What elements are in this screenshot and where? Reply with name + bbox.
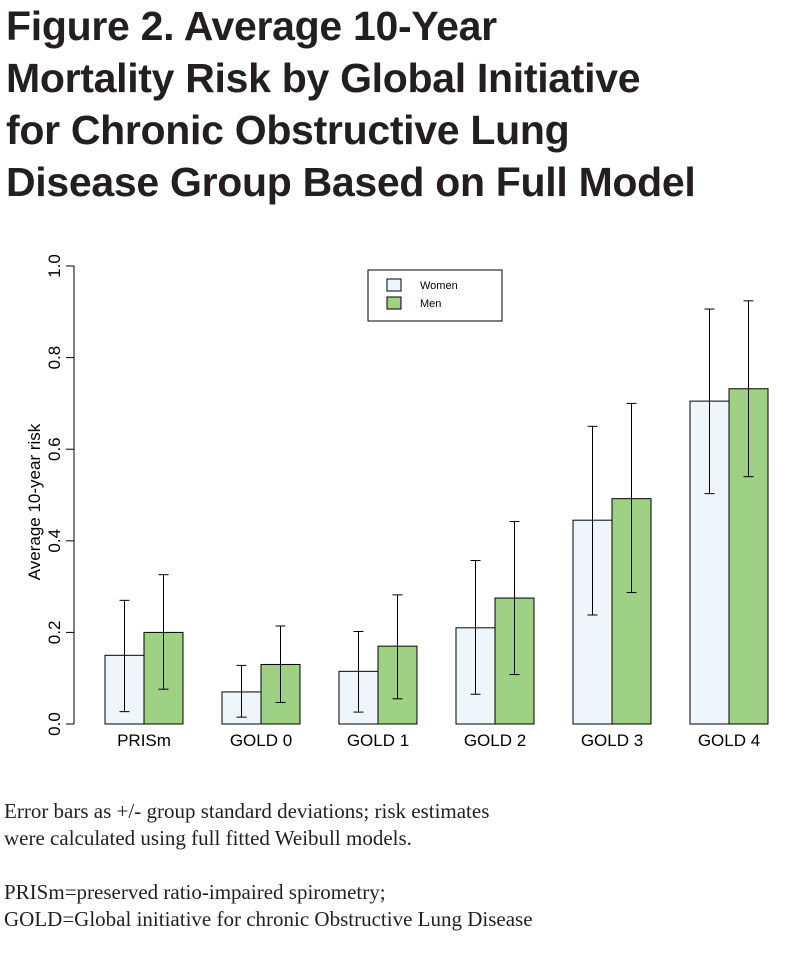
- x-tick-label: PRISm: [117, 731, 171, 750]
- legend-swatch-women: [386, 278, 402, 292]
- y-tick-label: 0.2: [45, 621, 64, 645]
- title-line: Disease Group Based on Full Model: [6, 159, 696, 205]
- title-line: Figure 2. Average 10-Year: [6, 3, 497, 49]
- note-line: GOLD=Global initiative for chronic Obstr…: [4, 907, 533, 931]
- note-line: Error bars as +/- group standard deviati…: [4, 799, 490, 823]
- legend-swatch-men: [386, 296, 402, 310]
- legend-label-men: Men: [420, 298, 441, 310]
- note-line: PRISm=preserved ratio-impaired spirometr…: [4, 880, 386, 904]
- note-error-bars: Error bars as +/- group standard deviati…: [4, 798, 794, 852]
- legend-box: [367, 269, 503, 322]
- plot-area: [104, 300, 769, 725]
- x-tick-label: GOLD 1: [347, 731, 409, 750]
- legend-label-women: Women: [420, 280, 458, 292]
- note-line: were calculated using full fitted Weibul…: [4, 826, 412, 850]
- title-line: Mortality Risk by Global Initiative: [6, 55, 641, 101]
- y-axis-label: Average 10-year risk: [25, 423, 44, 580]
- figure-notes: Error bars as +/- group standard deviati…: [4, 798, 794, 960]
- y-tick-label: 0.4: [45, 529, 64, 553]
- title-line: for Chronic Obstructive Lung: [6, 107, 570, 153]
- y-tick-label: 0.8: [45, 346, 64, 370]
- x-axis-labels: PRISm GOLD 0 GOLD 1 GOLD 2 GOLD 3 GOLD 4: [117, 731, 760, 750]
- x-tick-label: GOLD 0: [230, 731, 292, 750]
- x-tick-label: GOLD 4: [698, 731, 760, 750]
- y-tick-label: 0.0: [45, 712, 64, 736]
- note-abbreviations: PRISm=preserved ratio-impaired spirometr…: [4, 879, 794, 933]
- y-axis: 0.0 0.2 0.4 0.6 0.8 1.0: [45, 254, 75, 736]
- figure-title: Figure 2. Average 10-Year Mortality Risk…: [6, 0, 796, 208]
- y-tick-label: 1.0: [45, 254, 64, 278]
- x-tick-label: GOLD 2: [464, 731, 526, 750]
- legend: Women Men: [367, 269, 503, 322]
- y-tick-label: 0.6: [45, 437, 64, 461]
- bar-chart: 0.0 0.2 0.4 0.6 0.8 1.0 PRISm GOLD 0 GOLD 1 GOLD…: [25, 254, 769, 750]
- x-tick-label: GOLD 3: [581, 731, 643, 750]
